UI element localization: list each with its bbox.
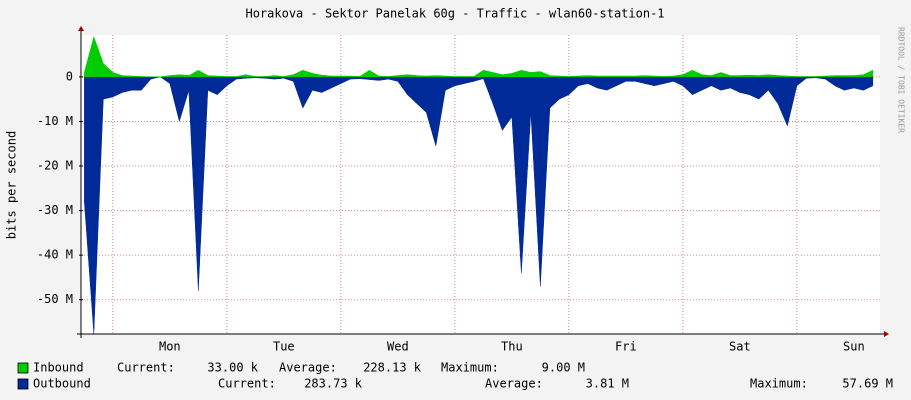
area [84,35,874,78]
x-tick-label: Mon [159,340,181,354]
legend-stat-value: 57.69 M [842,377,893,391]
legend-stat-label: Average: [485,377,543,391]
y-tick-label: -50 M [37,292,73,306]
legend-label: Outbound [33,377,91,391]
x-tick-label: Tue [273,340,295,354]
legend-stat-value: 283.73 k [304,377,363,391]
x-tick-label: Sun [843,340,865,354]
legend-stat-label: Current: [218,377,276,391]
watermark: RRDTOOL / TOBI OETIKER [897,27,906,133]
area [84,76,874,334]
legend-stat-label: Current: [117,361,175,375]
x-tick-label: Sat [729,340,751,354]
x-axis-arrow [884,331,889,337]
legend-swatch [17,378,29,390]
legend-stat-label: Maximum: [750,377,808,391]
y-tick-label: 0 [66,69,73,83]
legend-stat-value: 228.13 k [363,361,422,375]
legend-stat-value: 3.81 M [586,377,629,391]
chart-title: Horakova - Sektor Panelak 60g - Traffic … [245,7,664,21]
legend-stat-value: 9.00 M [542,361,585,375]
y-axis-arrow [78,26,84,31]
legend-swatch [17,362,29,374]
y-tick-label: -10 M [37,114,73,128]
legend-stat-value: 33.00 k [207,361,258,375]
x-tick-label: Wed [387,340,409,354]
x-tick-label: Thu [501,340,523,354]
legend-label: Inbound [33,361,84,375]
legend-stat-label: Maximum: [441,361,499,375]
x-tick-label: Fri [615,340,637,354]
y-tick-label: -40 M [37,248,73,262]
y-tick-label: -20 M [37,159,73,173]
plot: 0 -10 M -20 M -30 M -40 M -50 M Mon Tue Wed Thu Fr… [17,26,893,391]
y-tick-label: -30 M [37,203,73,217]
y-axis-label: bits per second [5,131,19,239]
legend-stat-label: Average: [279,361,337,375]
